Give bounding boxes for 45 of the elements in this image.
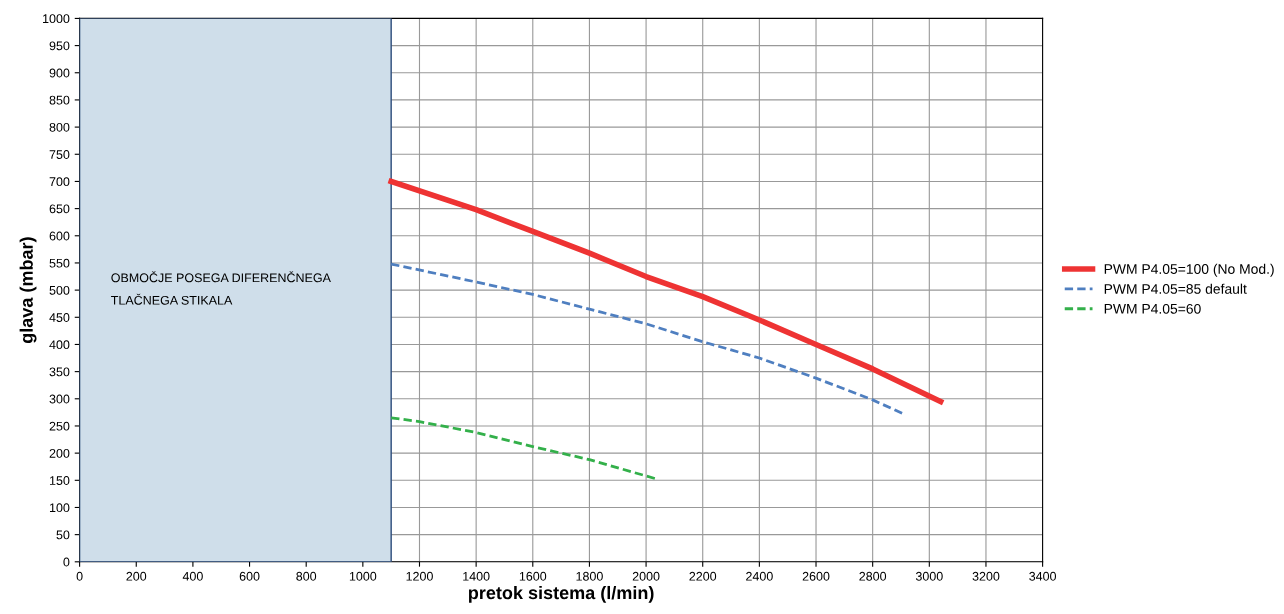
- x-tick-label: 2800: [859, 571, 887, 581]
- y-tick-label: 500: [49, 285, 70, 295]
- y-tick-label: 850: [49, 95, 70, 105]
- y-tick-label: 150: [49, 476, 70, 485]
- y-tick-label: 350: [49, 367, 70, 377]
- y-tick-label: 450: [49, 313, 70, 322]
- x-tick-label: 400: [182, 571, 203, 581]
- y-tick-label: 950: [49, 41, 70, 51]
- x-tick-label: 1000: [349, 571, 377, 581]
- y-tick-label: 600: [49, 231, 70, 241]
- x-tick-label: 2000: [632, 571, 660, 581]
- x-tick-label: 2400: [746, 571, 773, 581]
- x-tick-label: 2200: [689, 571, 717, 581]
- y-tick-label: 200: [49, 448, 70, 458]
- y-axis-title: glava (mbar): [19, 237, 37, 344]
- x-tick-label: 3000: [915, 571, 943, 581]
- y-tick-label: 50: [56, 530, 70, 540]
- y-tick-label: 250: [49, 421, 70, 431]
- x-tick-label: 0: [76, 571, 83, 581]
- y-tick-label: 400: [49, 340, 70, 350]
- x-tick-label: 600: [239, 571, 260, 581]
- x-tick-label: 3200: [972, 571, 1000, 581]
- legend-label: PWM P4.05=85 default: [1104, 283, 1247, 294]
- x-tick-label: 3400: [1029, 571, 1057, 581]
- x-tick-label: 1400: [463, 571, 490, 581]
- y-tick-label: 0: [63, 557, 70, 567]
- y-tick-label: 900: [49, 68, 70, 78]
- y-tick-label: 800: [49, 122, 70, 132]
- x-tick-label: 1800: [576, 571, 603, 581]
- legend-label: PWM P4.05=100 (No Mod.): [1104, 263, 1274, 277]
- y-tick-label: 1000: [43, 14, 70, 24]
- y-tick-label: 700: [49, 177, 70, 187]
- band-label: OBMOČJE POSEGA DIFERENČNEGA TLAČNEGA STIKALA: [111, 271, 331, 305]
- x-tick-label: 200: [126, 571, 147, 581]
- y-tick-label: 750: [49, 150, 70, 159]
- x-tick-label: 1200: [406, 571, 433, 581]
- y-tick-label: 650: [49, 204, 70, 214]
- y-tick-label: 300: [49, 394, 70, 404]
- x-tick-label: 1600: [519, 571, 547, 581]
- y-tick-label: 550: [49, 258, 70, 268]
- x-tick-label: 800: [296, 571, 317, 581]
- y-tick-label: 100: [49, 503, 70, 513]
- legend-label: PWM P4.05=60: [1104, 303, 1201, 314]
- x-axis-title: pretok sistema (l/min): [468, 585, 654, 603]
- x-tick-label: 2600: [802, 571, 830, 581]
